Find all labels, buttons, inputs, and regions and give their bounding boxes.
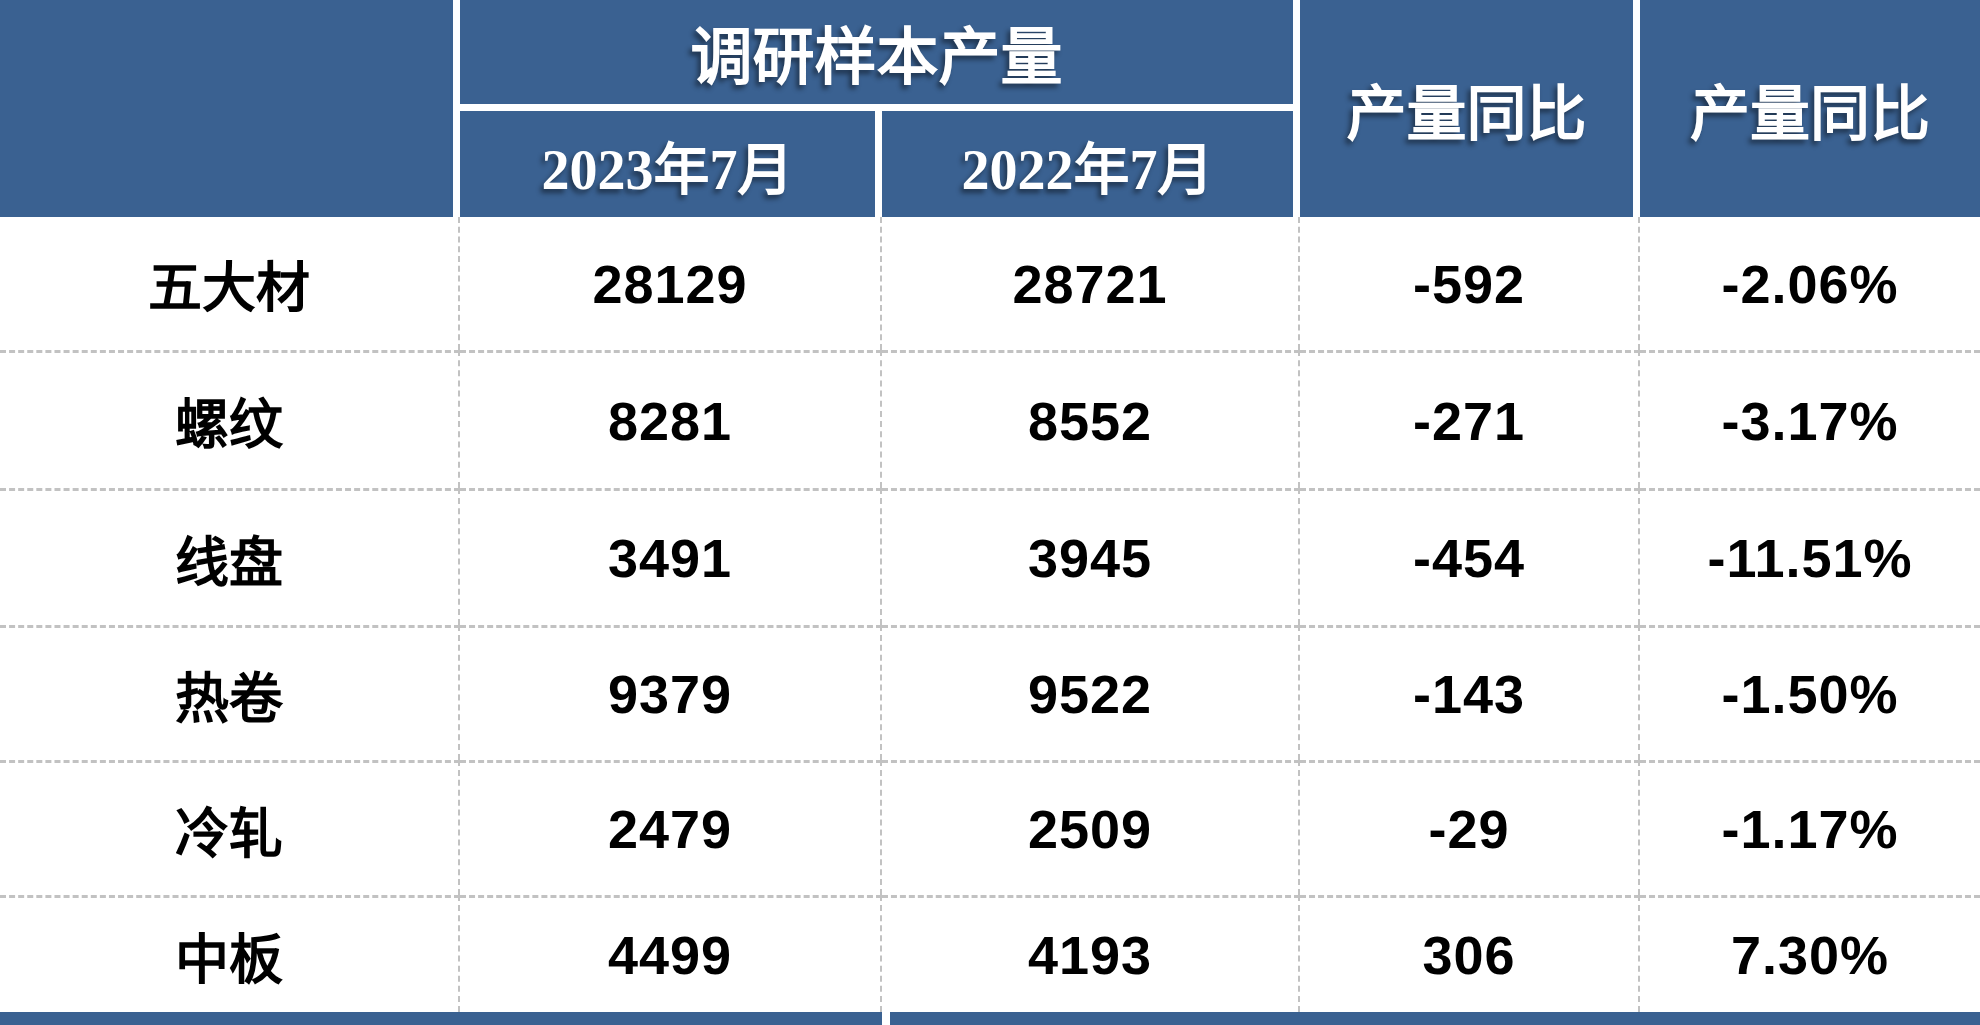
yoy-abs-value: -29 bbox=[1300, 760, 1640, 895]
value-2022: 4193 bbox=[882, 895, 1300, 1012]
yoy-abs-value: -271 bbox=[1300, 350, 1640, 488]
value-2022: 9522 bbox=[882, 625, 1300, 760]
value-2023: 9379 bbox=[460, 625, 882, 760]
header-col-2023-07: 2023年7月 bbox=[460, 111, 882, 217]
yoy-pct-value: -3.17% bbox=[1640, 350, 1980, 488]
value-2022: 28721 bbox=[882, 217, 1300, 350]
value-2023: 3491 bbox=[460, 488, 882, 625]
value-2022: 2509 bbox=[882, 760, 1300, 895]
yoy-abs-value: -143 bbox=[1300, 625, 1640, 760]
production-table: 调研样本产量 2023年7月 2022年7月 产量同比 产量同比 五大材 281… bbox=[0, 0, 1980, 1025]
row-label: 线盘 bbox=[0, 488, 460, 625]
value-2023: 8281 bbox=[460, 350, 882, 488]
yoy-abs-value: 306 bbox=[1300, 895, 1640, 1012]
row-label: 中板 bbox=[0, 895, 460, 1012]
value-2022: 8552 bbox=[882, 350, 1300, 488]
value-2022: 3945 bbox=[882, 488, 1300, 625]
row-label: 冷轧 bbox=[0, 760, 460, 895]
value-2023: 4499 bbox=[460, 895, 882, 1012]
yoy-pct-value: 7.30% bbox=[1640, 895, 1980, 1012]
yoy-pct-value: -2.06% bbox=[1640, 217, 1980, 350]
yoy-pct-value: -11.51% bbox=[1640, 488, 1980, 625]
next-section-header-strip bbox=[0, 1012, 882, 1025]
value-2023: 2479 bbox=[460, 760, 882, 895]
corner-header-cell bbox=[0, 0, 460, 217]
row-label: 螺纹 bbox=[0, 350, 460, 488]
yoy-pct-value: -1.17% bbox=[1640, 760, 1980, 895]
production-table-screenshot: 调研样本产量 2023年7月 2022年7月 产量同比 产量同比 五大材 281… bbox=[0, 0, 1980, 1025]
yoy-abs-value: -592 bbox=[1300, 217, 1640, 350]
row-label: 热卷 bbox=[0, 625, 460, 760]
next-section-header-strip bbox=[882, 1012, 1980, 1025]
header-group-survey-output: 调研样本产量 bbox=[460, 0, 1300, 111]
yoy-abs-value: -454 bbox=[1300, 488, 1640, 625]
header-col-2022-07: 2022年7月 bbox=[882, 111, 1300, 217]
header-yoy-percent: 产量同比 bbox=[1640, 0, 1980, 217]
row-label: 五大材 bbox=[0, 217, 460, 350]
value-2023: 28129 bbox=[460, 217, 882, 350]
yoy-pct-value: -1.50% bbox=[1640, 625, 1980, 760]
header-yoy-absolute: 产量同比 bbox=[1300, 0, 1640, 217]
